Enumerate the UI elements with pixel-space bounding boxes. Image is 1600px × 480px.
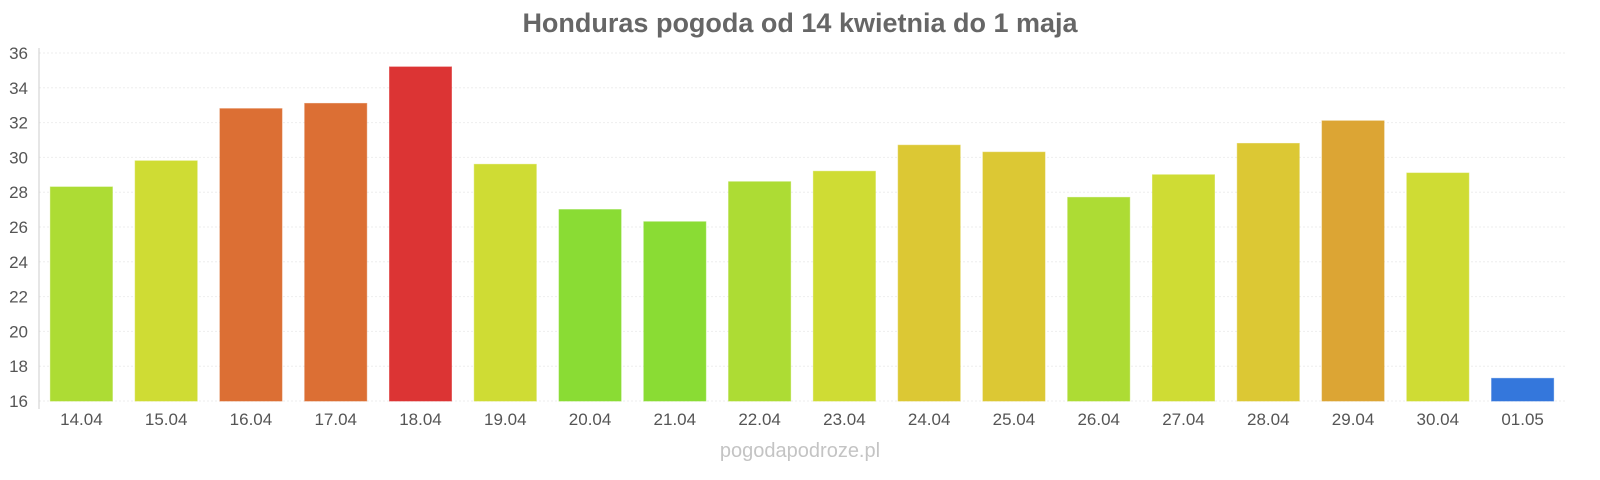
y-tick-label: 34 — [9, 79, 28, 98]
x-tick-label: 24.04 — [908, 410, 951, 429]
bar-17.04 — [304, 102, 368, 402]
x-tick-label: 01.05 — [1501, 410, 1544, 429]
bar-15.04 — [134, 160, 198, 402]
y-tick-label: 28 — [9, 183, 28, 202]
bar-22.04 — [728, 181, 792, 402]
x-tick-label: 14.04 — [60, 410, 103, 429]
y-tick-label: 20 — [9, 322, 28, 341]
x-tick-label: 27.04 — [1162, 410, 1205, 429]
y-tick-label: 26 — [9, 218, 28, 237]
bar-27.04 — [1152, 174, 1215, 402]
x-tick-label: 29.04 — [1332, 410, 1375, 429]
bar-14.04 — [49, 186, 113, 402]
x-tick-label: 30.04 — [1417, 410, 1460, 429]
y-tick-label: 22 — [9, 288, 28, 307]
x-tick-label: 18.04 — [399, 410, 442, 429]
y-tick-label: 30 — [9, 148, 28, 167]
y-tick-label: 18 — [9, 357, 28, 376]
bar-23.04 — [812, 170, 876, 402]
y-tick-label: 16 — [9, 392, 28, 411]
bar-16.04 — [219, 108, 283, 402]
chart-title: Honduras pogoda od 14 kwietnia do 1 maja — [522, 8, 1078, 38]
bar-19.04 — [473, 163, 537, 402]
x-tick-label: 23.04 — [823, 410, 866, 429]
bar-28.04 — [1236, 142, 1300, 402]
x-tick-label: 28.04 — [1247, 410, 1290, 429]
x-tick-label: 15.04 — [145, 410, 188, 429]
x-tick-label: 25.04 — [993, 410, 1036, 429]
bar-25.04 — [982, 151, 1046, 402]
x-tick-label: 20.04 — [569, 410, 612, 429]
bar-20.04 — [558, 209, 622, 402]
x-tick-label: 22.04 — [738, 410, 781, 429]
bar-18.04 — [389, 66, 452, 402]
bar-26.04 — [1067, 196, 1131, 402]
x-tick-label: 21.04 — [654, 410, 697, 429]
y-tick-label: 36 — [9, 44, 28, 63]
x-tick-label: 16.04 — [230, 410, 273, 429]
footer-watermark: pogodapodroze.pl — [719, 440, 881, 462]
y-tick-label: 32 — [9, 114, 28, 133]
bar-29.04 — [1321, 120, 1385, 402]
x-tick-label: 17.04 — [314, 410, 357, 429]
bar-21.04 — [643, 221, 707, 402]
x-tick-label: 19.04 — [484, 410, 527, 429]
x-tick-label: 26.04 — [1077, 410, 1120, 429]
bar-01.05 — [1491, 377, 1555, 402]
bar-24.04 — [897, 144, 961, 402]
bar-30.04 — [1406, 172, 1470, 402]
y-tick-label: 24 — [9, 253, 28, 272]
